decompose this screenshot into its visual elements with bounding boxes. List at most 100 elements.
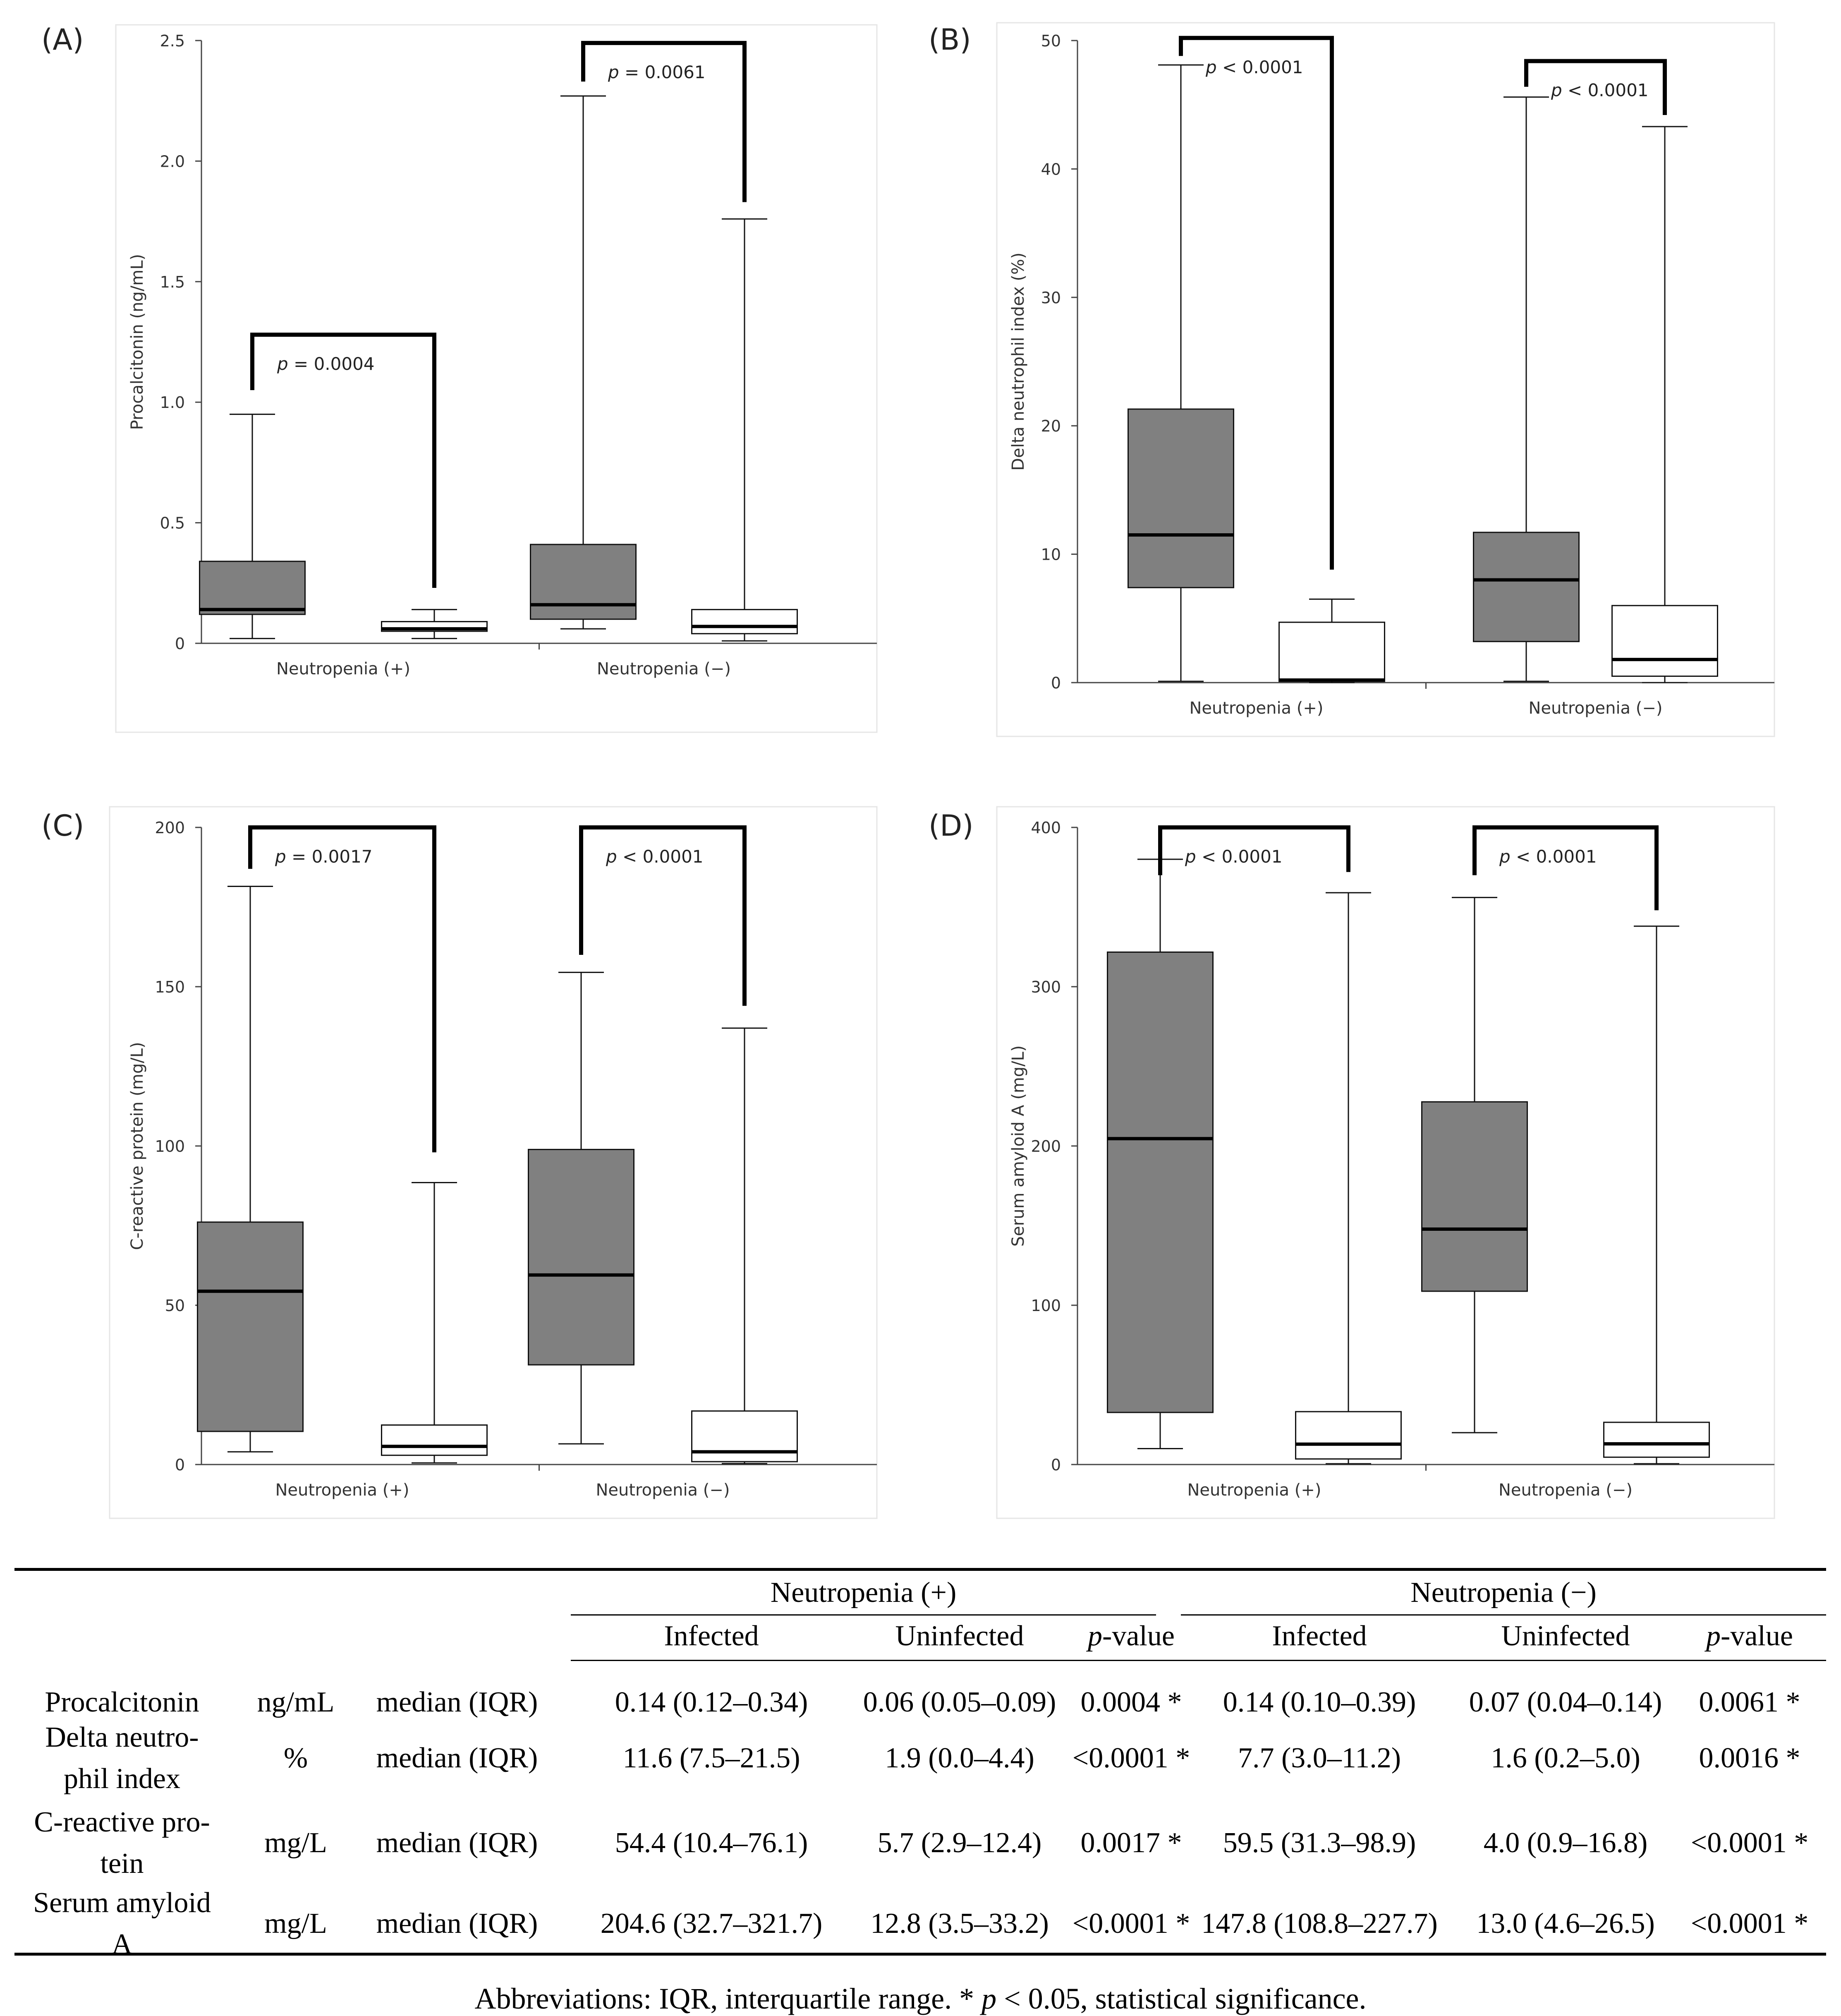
significance-bracket: p = 0.0061: [581, 41, 747, 202]
header-infected: Infected: [664, 1620, 759, 1652]
panel-frame: [996, 22, 1775, 737]
cell-unit: mg/L: [264, 1827, 327, 1859]
bracket-line: [1524, 59, 1667, 115]
header-p-value: p-value: [1049, 1620, 1214, 1653]
p-value-text: < 0.0001: [1217, 57, 1303, 77]
box-infected-2: [1473, 96, 1580, 682]
cell-np-inf: 204.6 (32.7–321.7): [600, 1908, 823, 1939]
iqr-box: [691, 609, 798, 635]
box-infected-1: [197, 885, 304, 1453]
p-value-label: p = 0.0017: [275, 846, 373, 867]
x-category-label: Neutropenia (+): [1189, 699, 1323, 718]
cell-stat: median (IQR): [376, 1827, 538, 1859]
p-value-label: p < 0.0001: [1205, 57, 1303, 77]
x-category-label: Neutropenia (−): [1499, 1481, 1633, 1500]
cell-nn-uninf: 4.0 (0.9–16.8): [1483, 1827, 1648, 1859]
y-tick-label: 10: [1041, 546, 1061, 564]
box-uninfected-2: [691, 218, 798, 642]
group-rule-neg: [1181, 1614, 1826, 1616]
box-infected-1: [1107, 858, 1214, 1449]
p-italic: p: [275, 846, 286, 867]
bracket-line: [581, 41, 747, 202]
y-tick-label: 2.5: [160, 32, 185, 50]
cell-np-p: 0.0004 *: [1080, 1686, 1182, 1718]
significance-bracket: p < 0.0001: [579, 825, 747, 1006]
p-italic: p: [1551, 80, 1562, 101]
chart-panel-4: (D) 0 100 200 300 400 Serum amyloid A (mg/L) Ne…: [929, 806, 1775, 1519]
header-p-value: p-value: [1667, 1620, 1832, 1653]
panel-frame: [996, 806, 1775, 1519]
table-top-rule: [14, 1568, 1826, 1571]
cell-np-uninf: 5.7 (2.9–12.4): [877, 1827, 1042, 1859]
cell-stat: median (IQR): [376, 1742, 538, 1774]
p-value-label: p < 0.0001: [1499, 846, 1597, 867]
box-infected-2: [1421, 897, 1528, 1433]
iqr-box: [197, 1221, 304, 1432]
iqr-box: [1473, 532, 1580, 642]
cell-np-uninf: 12.8 (3.5–33.2): [870, 1908, 1049, 1939]
row-name: Serum amyloid: [33, 1887, 211, 1919]
iqr-box: [691, 1410, 798, 1462]
y-tick-label: 200: [1031, 1137, 1061, 1155]
row-name: tein: [100, 1848, 144, 1879]
panel-label: (A): [41, 23, 84, 57]
iqr-box: [381, 1424, 488, 1456]
iqr-box: [1128, 408, 1234, 588]
y-tick-label: 20: [1041, 417, 1061, 435]
cell-np-uninf: 0.06 (0.05–0.09): [863, 1686, 1056, 1718]
row-name: Procalcitonin: [45, 1686, 199, 1718]
p-italic: p: [608, 62, 619, 82]
x-category-label: Neutropenia (+): [276, 659, 410, 678]
bracket-line: [1158, 825, 1350, 875]
cell-np-inf: 0.14 (0.12–0.34): [615, 1686, 808, 1718]
cell-unit: %: [283, 1742, 308, 1774]
p-value-text: = 0.0004: [288, 354, 375, 374]
panel-label: (D): [929, 809, 974, 843]
header-uninfected: Uninfected: [1501, 1620, 1630, 1652]
footnote-pre: Abbreviations: IQR, interquartile range.…: [474, 1982, 982, 2015]
p-rest: -value: [1721, 1620, 1793, 1652]
y-axis-label: C-reactive protein (mg/L): [128, 1042, 147, 1250]
cell-nn-inf: 7.7 (3.0–11.2): [1238, 1742, 1401, 1774]
box-uninfected-1: [1295, 892, 1402, 1465]
p-value-label: p < 0.0001: [1185, 846, 1283, 867]
y-tick-label: 200: [155, 819, 185, 837]
y-tick-label: 400: [1031, 819, 1061, 837]
panel-label: (B): [929, 23, 971, 57]
x-category-label: Neutropenia (+): [275, 1481, 409, 1500]
figure-panels: (A) 0 0.5 1.0 1.5 2.0 2.5 Procalcitonin (ng/mL)…: [41, 22, 1775, 1519]
x-category-label: Neutropenia (+): [1187, 1481, 1321, 1500]
iqr-box: [528, 1148, 634, 1366]
cell-unit: ng/mL: [257, 1686, 335, 1718]
y-axis-label: Serum amyloid A (mg/L): [1009, 1045, 1028, 1247]
box-uninfected-1: [381, 609, 488, 639]
p-value-text: = 0.0061: [619, 62, 706, 82]
cell-stat: median (IQR): [376, 1686, 538, 1718]
row-name: Delta neutro-: [45, 1721, 199, 1753]
significance-bracket: p = 0.0017: [248, 825, 436, 1153]
y-tick-label: 40: [1041, 160, 1061, 178]
y-tick-label: 1.5: [160, 273, 185, 291]
p-italic: p: [277, 354, 288, 374]
iqr-box: [530, 544, 637, 620]
bracket-line: [1472, 825, 1659, 911]
row-name: A: [111, 1928, 133, 1960]
bracket-line: [1179, 36, 1334, 570]
cell-nn-inf: 0.14 (0.10–0.39): [1223, 1686, 1416, 1718]
p-value-label: p < 0.0001: [1551, 80, 1649, 101]
y-tick-label: 0: [175, 635, 185, 653]
footnote-p: p: [982, 1982, 997, 2015]
y-tick-label: 50: [165, 1297, 185, 1315]
cell-np-p: 0.0017 *: [1080, 1827, 1182, 1859]
footnote: Abbreviations: IQR, interquartile range.…: [0, 1982, 1841, 2016]
p-value-text: < 0.0001: [617, 846, 704, 867]
cell-nn-p: <0.0001 *: [1690, 1908, 1809, 1939]
y-tick-label: 150: [155, 978, 185, 996]
panel-frame: [115, 24, 878, 733]
p-italic: p: [1499, 846, 1511, 867]
box-infected-2: [528, 971, 634, 1445]
header-infected: Infected: [1272, 1620, 1367, 1652]
y-tick-label: 1.0: [160, 393, 185, 412]
y-tick-label: 0: [175, 1456, 185, 1474]
cell-nn-uninf: 0.07 (0.04–0.14): [1469, 1686, 1662, 1718]
